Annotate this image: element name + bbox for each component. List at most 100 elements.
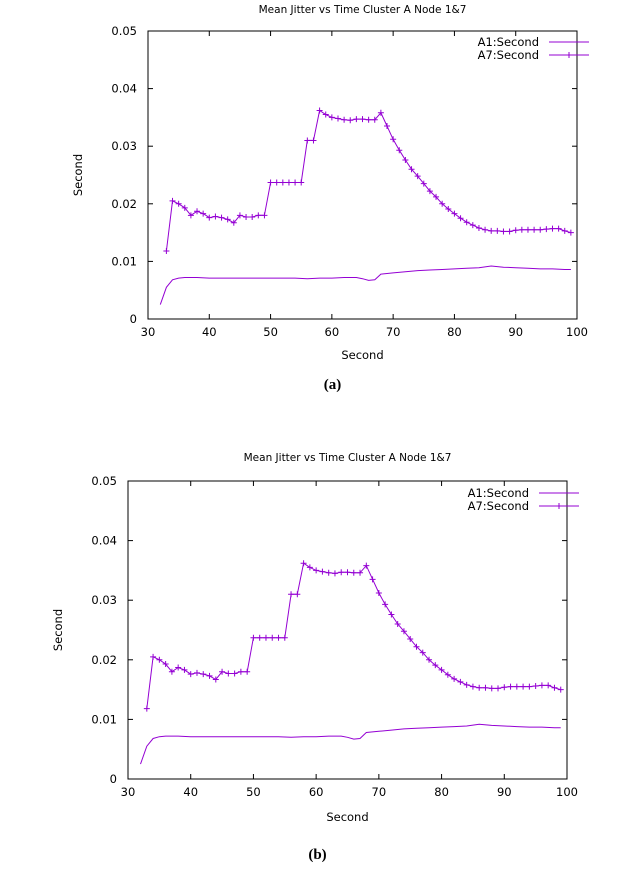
data-point-marker <box>482 226 489 233</box>
data-point-marker <box>545 682 552 689</box>
data-point-marker <box>538 682 545 689</box>
x-tick-label: 60 <box>325 325 340 339</box>
data-point-marker <box>438 666 445 673</box>
series-a7-second <box>143 560 564 712</box>
data-point-marker <box>396 147 403 154</box>
data-point-marker <box>249 214 256 221</box>
data-point-marker <box>294 591 301 598</box>
x-tick-label: 30 <box>141 325 156 339</box>
data-point-marker <box>347 117 354 124</box>
data-point-marker <box>350 569 357 576</box>
data-point-marker <box>433 193 440 200</box>
data-point-marker <box>341 116 348 123</box>
y-tick-label: 0.02 <box>111 197 137 211</box>
data-point-marker <box>193 669 200 676</box>
series-line <box>140 723 561 765</box>
legend-label: A7:Second <box>478 48 539 62</box>
data-point-marker <box>384 123 391 130</box>
data-point-marker <box>476 684 483 691</box>
data-point-marker <box>369 576 376 583</box>
data-point-marker <box>316 107 323 114</box>
data-point-marker <box>273 179 280 186</box>
y-tick-label: 0.02 <box>91 653 117 667</box>
data-point-marker <box>408 166 415 173</box>
data-point-marker <box>551 684 558 691</box>
data-point-marker <box>225 670 232 677</box>
data-point-marker <box>531 226 538 233</box>
data-point-marker <box>219 668 226 675</box>
data-point-marker <box>520 683 527 690</box>
data-point-marker <box>328 114 335 121</box>
data-point-marker <box>300 560 307 567</box>
data-point-marker <box>357 569 364 576</box>
data-point-marker <box>281 634 288 641</box>
x-tick-label: 100 <box>556 785 578 799</box>
y-axis-label: Second <box>51 609 65 651</box>
data-point-marker <box>338 569 345 576</box>
x-tick-label: 70 <box>372 785 387 799</box>
data-point-marker <box>365 116 372 123</box>
data-point-marker <box>402 157 409 164</box>
y-tick-label: 0.01 <box>111 254 137 268</box>
data-point-marker <box>288 591 295 598</box>
data-point-marker <box>413 643 420 650</box>
data-point-marker <box>325 569 332 576</box>
data-point-marker <box>163 248 170 255</box>
data-point-marker <box>494 227 501 234</box>
data-point-marker <box>501 684 508 691</box>
chart-title: Mean Jitter vs Time Cluster A Node 1&7 <box>244 452 452 464</box>
data-point-marker <box>363 562 370 569</box>
data-point-marker <box>334 115 341 122</box>
series-line <box>159 265 571 305</box>
data-point-marker <box>244 668 251 675</box>
data-point-marker <box>237 668 244 675</box>
data-point-marker <box>262 634 269 641</box>
data-point-marker <box>524 226 531 233</box>
data-point-marker <box>230 219 237 226</box>
x-tick-label: 40 <box>202 325 217 339</box>
data-point-marker <box>567 229 574 236</box>
data-point-marker <box>482 684 489 691</box>
chart-b: Mean Jitter vs Time Cluster A Node 1&7 30… <box>51 452 579 863</box>
data-point-marker <box>156 656 163 663</box>
data-point-marker <box>279 179 286 186</box>
x-tick-label: 80 <box>434 785 449 799</box>
legend-marker-sample <box>566 52 572 58</box>
data-point-marker <box>319 568 326 575</box>
data-point-marker <box>513 683 520 690</box>
data-point-marker <box>218 214 225 221</box>
data-point-marker <box>518 226 525 233</box>
data-point-marker <box>500 228 507 235</box>
y-tick-label: 0.01 <box>91 712 117 726</box>
y-axis-label: Second <box>71 154 85 196</box>
data-point-marker <box>444 671 451 678</box>
data-point-marker <box>388 611 395 618</box>
y-tick-label: 0.05 <box>91 474 117 488</box>
figure-caption: (b) <box>308 847 326 863</box>
data-point-marker <box>426 656 433 663</box>
data-point-marker <box>426 188 433 195</box>
data-point-marker <box>269 634 276 641</box>
data-point-marker <box>206 214 213 221</box>
data-point-marker <box>400 628 407 635</box>
data-point-marker <box>463 219 470 226</box>
x-tick-label: 100 <box>566 325 588 339</box>
y-tick-label: 0.05 <box>111 24 137 38</box>
data-point-marker <box>557 686 564 693</box>
data-point-marker <box>543 226 550 233</box>
data-point-marker <box>420 180 427 187</box>
y-tick-label: 0 <box>130 312 137 326</box>
data-point-marker <box>143 705 150 712</box>
legend-marker-sample <box>556 503 562 509</box>
data-point-marker <box>475 224 482 231</box>
data-point-marker <box>439 200 446 207</box>
x-tick-label: 40 <box>183 785 198 799</box>
legend-label: A1:Second <box>478 35 539 49</box>
chart-title: Mean Jitter vs Time Cluster A Node 1&7 <box>259 4 467 16</box>
data-point-marker <box>187 671 194 678</box>
data-point-marker <box>243 214 250 221</box>
data-point-marker <box>231 670 238 677</box>
data-point-marker <box>175 664 182 671</box>
x-tick-label: 30 <box>121 785 136 799</box>
